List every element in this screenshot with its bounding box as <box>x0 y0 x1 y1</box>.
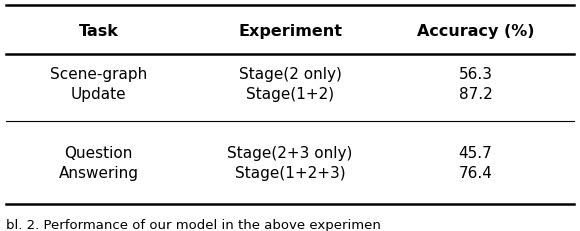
Text: Scene-graph
Update: Scene-graph Update <box>50 67 147 102</box>
Text: Accuracy (%): Accuracy (%) <box>417 24 534 39</box>
Text: 45.7
76.4: 45.7 76.4 <box>459 146 492 180</box>
Text: Question
Answering: Question Answering <box>59 146 139 180</box>
Text: 56.3
87.2: 56.3 87.2 <box>459 67 492 102</box>
Text: Task: Task <box>79 24 118 39</box>
Text: Experiment: Experiment <box>238 24 342 39</box>
Text: bl. 2. Performance of our model in the above experimen: bl. 2. Performance of our model in the a… <box>6 218 380 231</box>
Text: Stage(2+3 only)
Stage(1+2+3): Stage(2+3 only) Stage(1+2+3) <box>227 146 353 180</box>
Text: Stage(2 only)
Stage(1+2): Stage(2 only) Stage(1+2) <box>238 67 342 102</box>
